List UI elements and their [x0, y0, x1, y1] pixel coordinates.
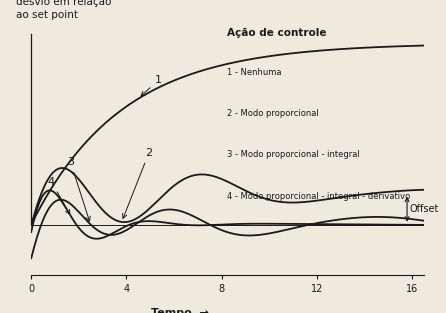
- Text: 4 - Modo proporcional - integral - derivativo: 4 - Modo proporcional - integral - deriv…: [227, 192, 411, 201]
- Text: 2: 2: [123, 148, 153, 218]
- Text: 3 - Modo proporcional - integral: 3 - Modo proporcional - integral: [227, 150, 360, 159]
- Text: Offset: Offset: [409, 204, 439, 214]
- Text: Variável controlada,
desvio em relação
ao set point: Variável controlada, desvio em relação a…: [16, 0, 120, 20]
- Text: Tempo  →: Tempo →: [152, 308, 209, 313]
- Text: 1: 1: [141, 75, 162, 96]
- Text: 2 - Modo proporcional: 2 - Modo proporcional: [227, 109, 319, 118]
- Text: 3: 3: [67, 157, 90, 221]
- Text: 1 - Nenhuma: 1 - Nenhuma: [227, 68, 282, 77]
- Text: 4: 4: [48, 177, 70, 214]
- Text: Ação de controle: Ação de controle: [227, 28, 327, 38]
